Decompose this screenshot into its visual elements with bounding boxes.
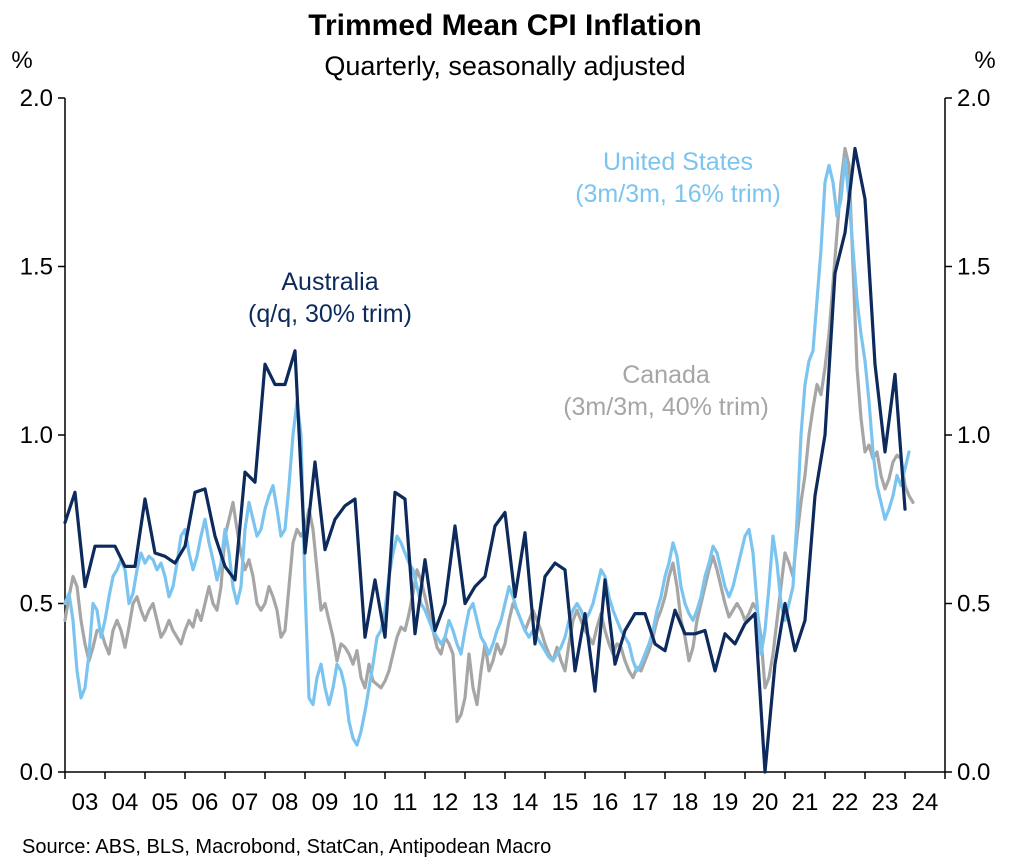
y-unit-left: % [11,47,32,74]
series-lines [63,146,915,774]
annotation-australia-line: Australia [281,268,378,296]
annotation-canada-line: Canada [622,361,710,389]
x-tick-label: 16 [592,789,619,816]
annotation-australia-line: (q/q, 30% trim) [248,300,412,328]
y-tick-label-left: 0.5 [20,591,53,618]
annotation-united-states: United States (3m/3m, 16% trim) [575,148,781,208]
x-tick-label: 20 [752,789,779,816]
y-tick-label-left: 1.5 [20,254,53,281]
x-tick-label: 04 [112,789,139,816]
x-tick-label: 23 [872,789,899,816]
x-tick-label: 24 [912,789,939,816]
x-tick-label: 14 [512,789,539,816]
annotation-canada: Canada (3m/3m, 40% trim) [563,361,769,421]
x-tick-label: 08 [272,789,299,816]
y-tick-label-left: 1.0 [20,422,53,449]
x-tick-label: 17 [632,789,659,816]
source-note: Source: ABS, BLS, Macrobond, StatCan, An… [22,836,551,858]
annotation-united-states-line: United States [603,148,753,176]
y-tick-label-right: 0.0 [957,759,990,786]
chart-title: Trimmed Mean CPI Inflation [308,9,701,42]
annotation-united-states-line: (3m/3m, 16% trim) [575,180,781,208]
series-line-australia [63,146,907,774]
x-tick-label: 19 [712,789,739,816]
y-tick-label-left: 0.0 [20,759,53,786]
y-tick-label-right: 0.5 [957,591,990,618]
x-tick-label: 03 [72,789,99,816]
x-tick-label: 09 [312,789,339,816]
x-tick-label: 22 [832,789,859,816]
y-tick-label-right: 2.0 [957,85,990,112]
y-tick-label-right: 1.0 [957,422,990,449]
x-tick-label: 12 [432,789,459,816]
series-line-united-states [63,157,911,747]
x-tick-label: 13 [472,789,499,816]
x-tick-label: 15 [552,789,579,816]
x-tick-label: 11 [393,789,418,816]
axes: 0.0 0.0 0.5 0.5 1.0 1.0 1.5 1.5 2.0 2.0 03 04 05 06 07… [20,85,991,816]
y-tick-label-right: 1.5 [957,254,990,281]
x-tick-label: 05 [152,789,179,816]
y-unit-right: % [974,47,995,74]
x-tick-label: 10 [352,789,379,816]
annotation-canada-line: (3m/3m, 40% trim) [563,393,769,421]
x-tick-label: 06 [192,789,219,816]
y-tick-label-left: 2.0 [20,85,53,112]
x-tick-label: 07 [232,789,259,816]
annotation-australia: Australia (q/q, 30% trim) [248,268,412,328]
x-tick-label: 18 [672,789,699,816]
annotations: Australia (q/q, 30% trim) United States (3m… [248,148,781,421]
x-tick-label: 21 [792,789,819,816]
chart-subtitle: Quarterly, seasonally adjusted [324,51,685,81]
series-line-canada [63,146,915,724]
